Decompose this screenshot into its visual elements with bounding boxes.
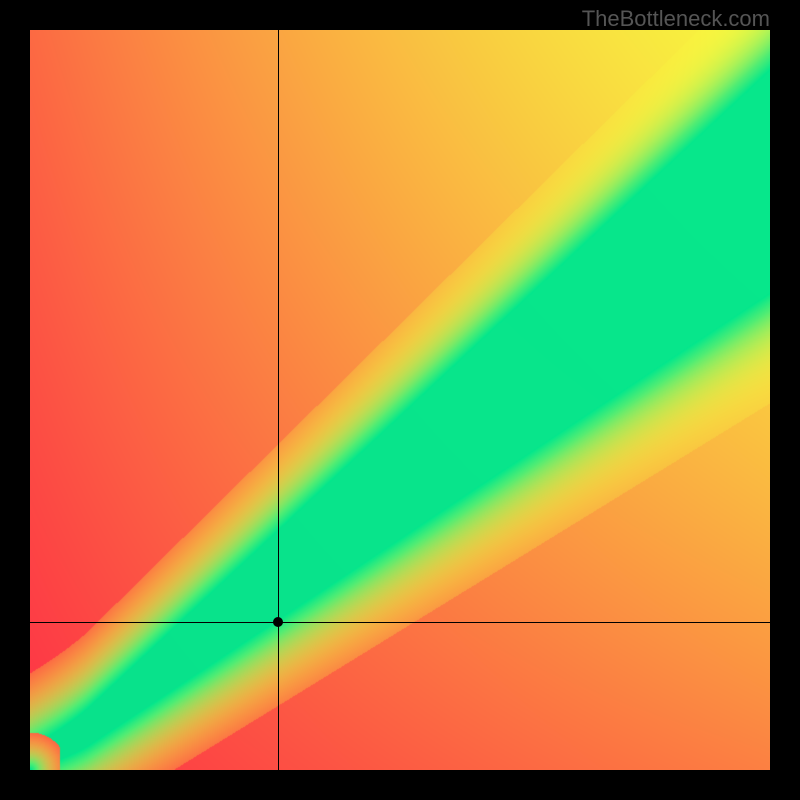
- heatmap-canvas: [30, 30, 770, 770]
- crosshair-horizontal: [30, 622, 770, 623]
- heatmap-plot: [30, 30, 770, 770]
- bottleneck-marker: [273, 617, 283, 627]
- crosshair-vertical: [278, 30, 279, 770]
- attribution-text: TheBottleneck.com: [582, 6, 770, 32]
